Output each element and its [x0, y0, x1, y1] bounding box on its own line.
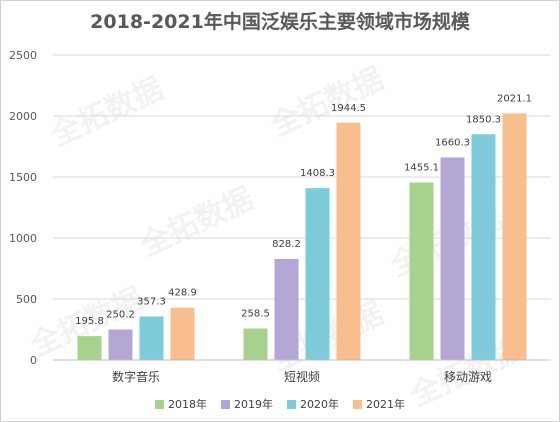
legend-label: 2018年 [168, 398, 207, 411]
watermark-text: 全拓数据 [264, 61, 388, 144]
data-label: 1850.3 [466, 114, 501, 125]
legend-swatch [353, 399, 362, 409]
y-tick-label: 0 [30, 354, 37, 367]
data-label: 195.8 [75, 316, 104, 327]
bar [471, 134, 496, 360]
y-tick-label: 2000 [9, 110, 37, 123]
x-tick-label: 短视频 [284, 369, 320, 384]
legend-swatch [221, 399, 230, 409]
x-tick-label: 数字音乐 [112, 369, 160, 384]
bar [243, 328, 268, 360]
data-label: 2021.1 [497, 93, 532, 104]
data-label: 258.5 [241, 308, 270, 319]
data-label: 357.3 [137, 296, 166, 307]
data-label: 1660.3 [435, 137, 470, 148]
watermark-text: 全拓数据 [134, 181, 258, 264]
legend-item: 2020年 [287, 396, 339, 412]
data-label: 1408.3 [300, 168, 335, 179]
legend-swatch [155, 399, 164, 409]
bar [305, 188, 330, 360]
legend-swatch [287, 399, 296, 409]
bar [139, 316, 164, 360]
bar [409, 182, 434, 360]
bar [108, 329, 133, 360]
bar [170, 307, 195, 360]
legend-item: 2019年 [221, 396, 273, 412]
y-tick-label: 500 [16, 293, 37, 306]
y-tick-label: 1000 [9, 232, 37, 245]
bar [77, 336, 102, 360]
data-label: 250.2 [106, 309, 135, 320]
legend-item: 2018年 [155, 396, 207, 412]
data-label: 828.2 [272, 239, 301, 250]
legend-label: 2020年 [300, 398, 339, 411]
y-tick-label: 2500 [9, 49, 37, 62]
legend-label: 2019年 [234, 398, 273, 411]
data-label: 1455.1 [404, 162, 439, 173]
legend-label: 2021年 [366, 398, 405, 411]
legend-item: 2021年 [353, 396, 405, 412]
y-tick-label: 1500 [9, 171, 37, 184]
bar [440, 157, 465, 360]
data-label: 428.9 [168, 288, 197, 299]
chart-legend: 2018年 2019年 2020年 2021年 [1, 396, 559, 412]
x-tick-label: 移动游戏 [444, 370, 492, 384]
bar [502, 113, 527, 360]
bar [274, 258, 299, 360]
watermark-text: 全拓数据 [44, 71, 168, 154]
data-label: 1944.5 [331, 103, 366, 114]
bar [336, 122, 361, 360]
chart-title: 2018-2021年中国泛娱乐主要领域市场规模 [90, 11, 470, 33]
